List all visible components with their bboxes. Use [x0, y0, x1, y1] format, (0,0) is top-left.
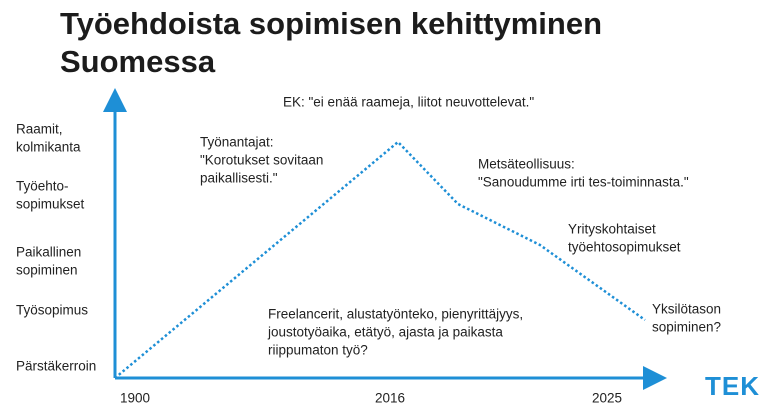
y-level-label: sopiminen: [16, 263, 78, 278]
annotation: "Sanoudumme irti tes-toiminnasta.": [478, 175, 689, 190]
annotation: sopiminen?: [652, 320, 721, 335]
annotation: Yrityskohtaiset: [568, 222, 656, 237]
annotation: työehtosopimukset: [568, 240, 681, 255]
annotation: paikallisesti.": [200, 171, 278, 186]
annotation: riippumaton työ?: [268, 343, 368, 358]
annotation: Yksilötason: [652, 302, 721, 317]
annotation: Metsäteollisuus:: [478, 157, 575, 172]
x-label: 2025: [592, 391, 622, 406]
y-level-label: Työehto-: [16, 179, 69, 194]
annotation: Freelancerit, alustatyönteko, pienyrittä…: [268, 307, 523, 322]
y-level-label: Pärstäkerroin: [16, 359, 96, 374]
y-level-label: sopimukset: [16, 197, 85, 212]
annotation: EK: "ei enää raameja, liitot neuvottelev…: [283, 95, 534, 110]
x-label: 2016: [375, 391, 405, 406]
annotation: Työnantajat:: [200, 135, 274, 150]
y-level-label: Paikallinen: [16, 245, 81, 260]
annotation: "Korotukset sovitaan: [200, 153, 323, 168]
annotation: joustotyöaika, etätyö, ajasta ja paikast…: [267, 325, 503, 340]
y-level-label: Työsopimus: [16, 303, 88, 318]
labels: Raamit, kolmikanta Työehto-sopimukset Paika…: [16, 95, 721, 406]
trend-line: [114, 140, 646, 379]
title: Työehdoista sopimisen kehittyminen Suome…: [60, 6, 602, 79]
logo: TEK: [705, 371, 760, 401]
y-level-label: kolmikanta: [16, 140, 81, 155]
x-label: 1900: [120, 391, 150, 406]
y-level-label: Raamit,: [16, 122, 63, 137]
title-line: Työehdoista sopimisen kehittyminen: [60, 6, 602, 41]
title-line: Suomessa: [60, 44, 216, 79]
